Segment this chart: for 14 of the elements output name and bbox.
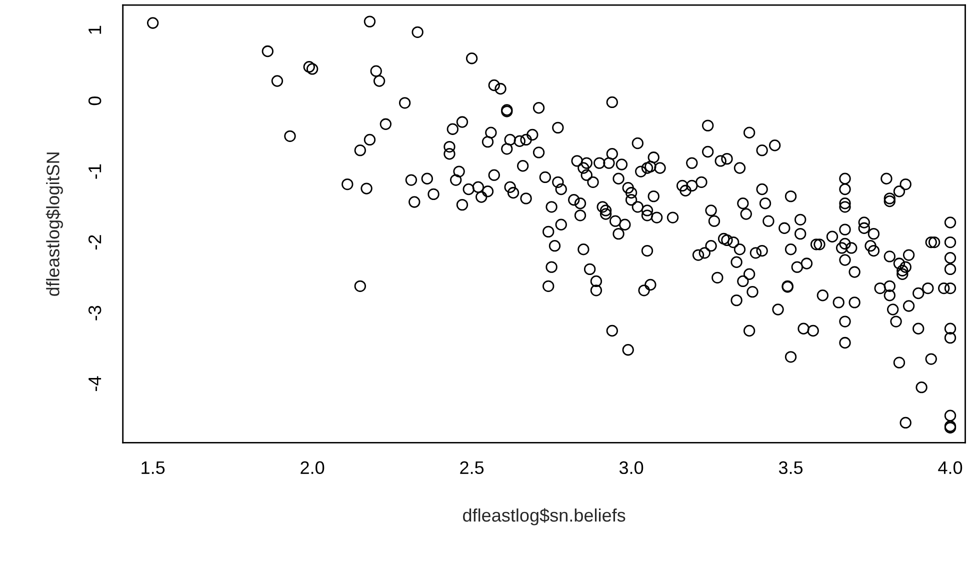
y-tick-label: -3 [88,306,102,320]
y-tick-label: 0 [88,96,102,106]
y-tick-label: 1 [88,26,102,34]
x-axis-title: dfleastlog$sn.beliefs [463,508,626,526]
x-tick-label: 4.0 [938,461,962,474]
x-tick-label: 2.0 [300,461,324,474]
y-axis-title: dfleastlog$logitSN [46,152,63,296]
x-tick-label: 2.5 [460,461,484,474]
x-tick-label: 3.0 [619,461,644,474]
x-tick-label: 1.5 [142,461,165,474]
x-tick-label: 3.5 [778,461,803,474]
y-tick-label: -2 [88,235,102,250]
y-tick-label: -1 [88,164,102,179]
y-tick-label: -4 [88,376,102,392]
